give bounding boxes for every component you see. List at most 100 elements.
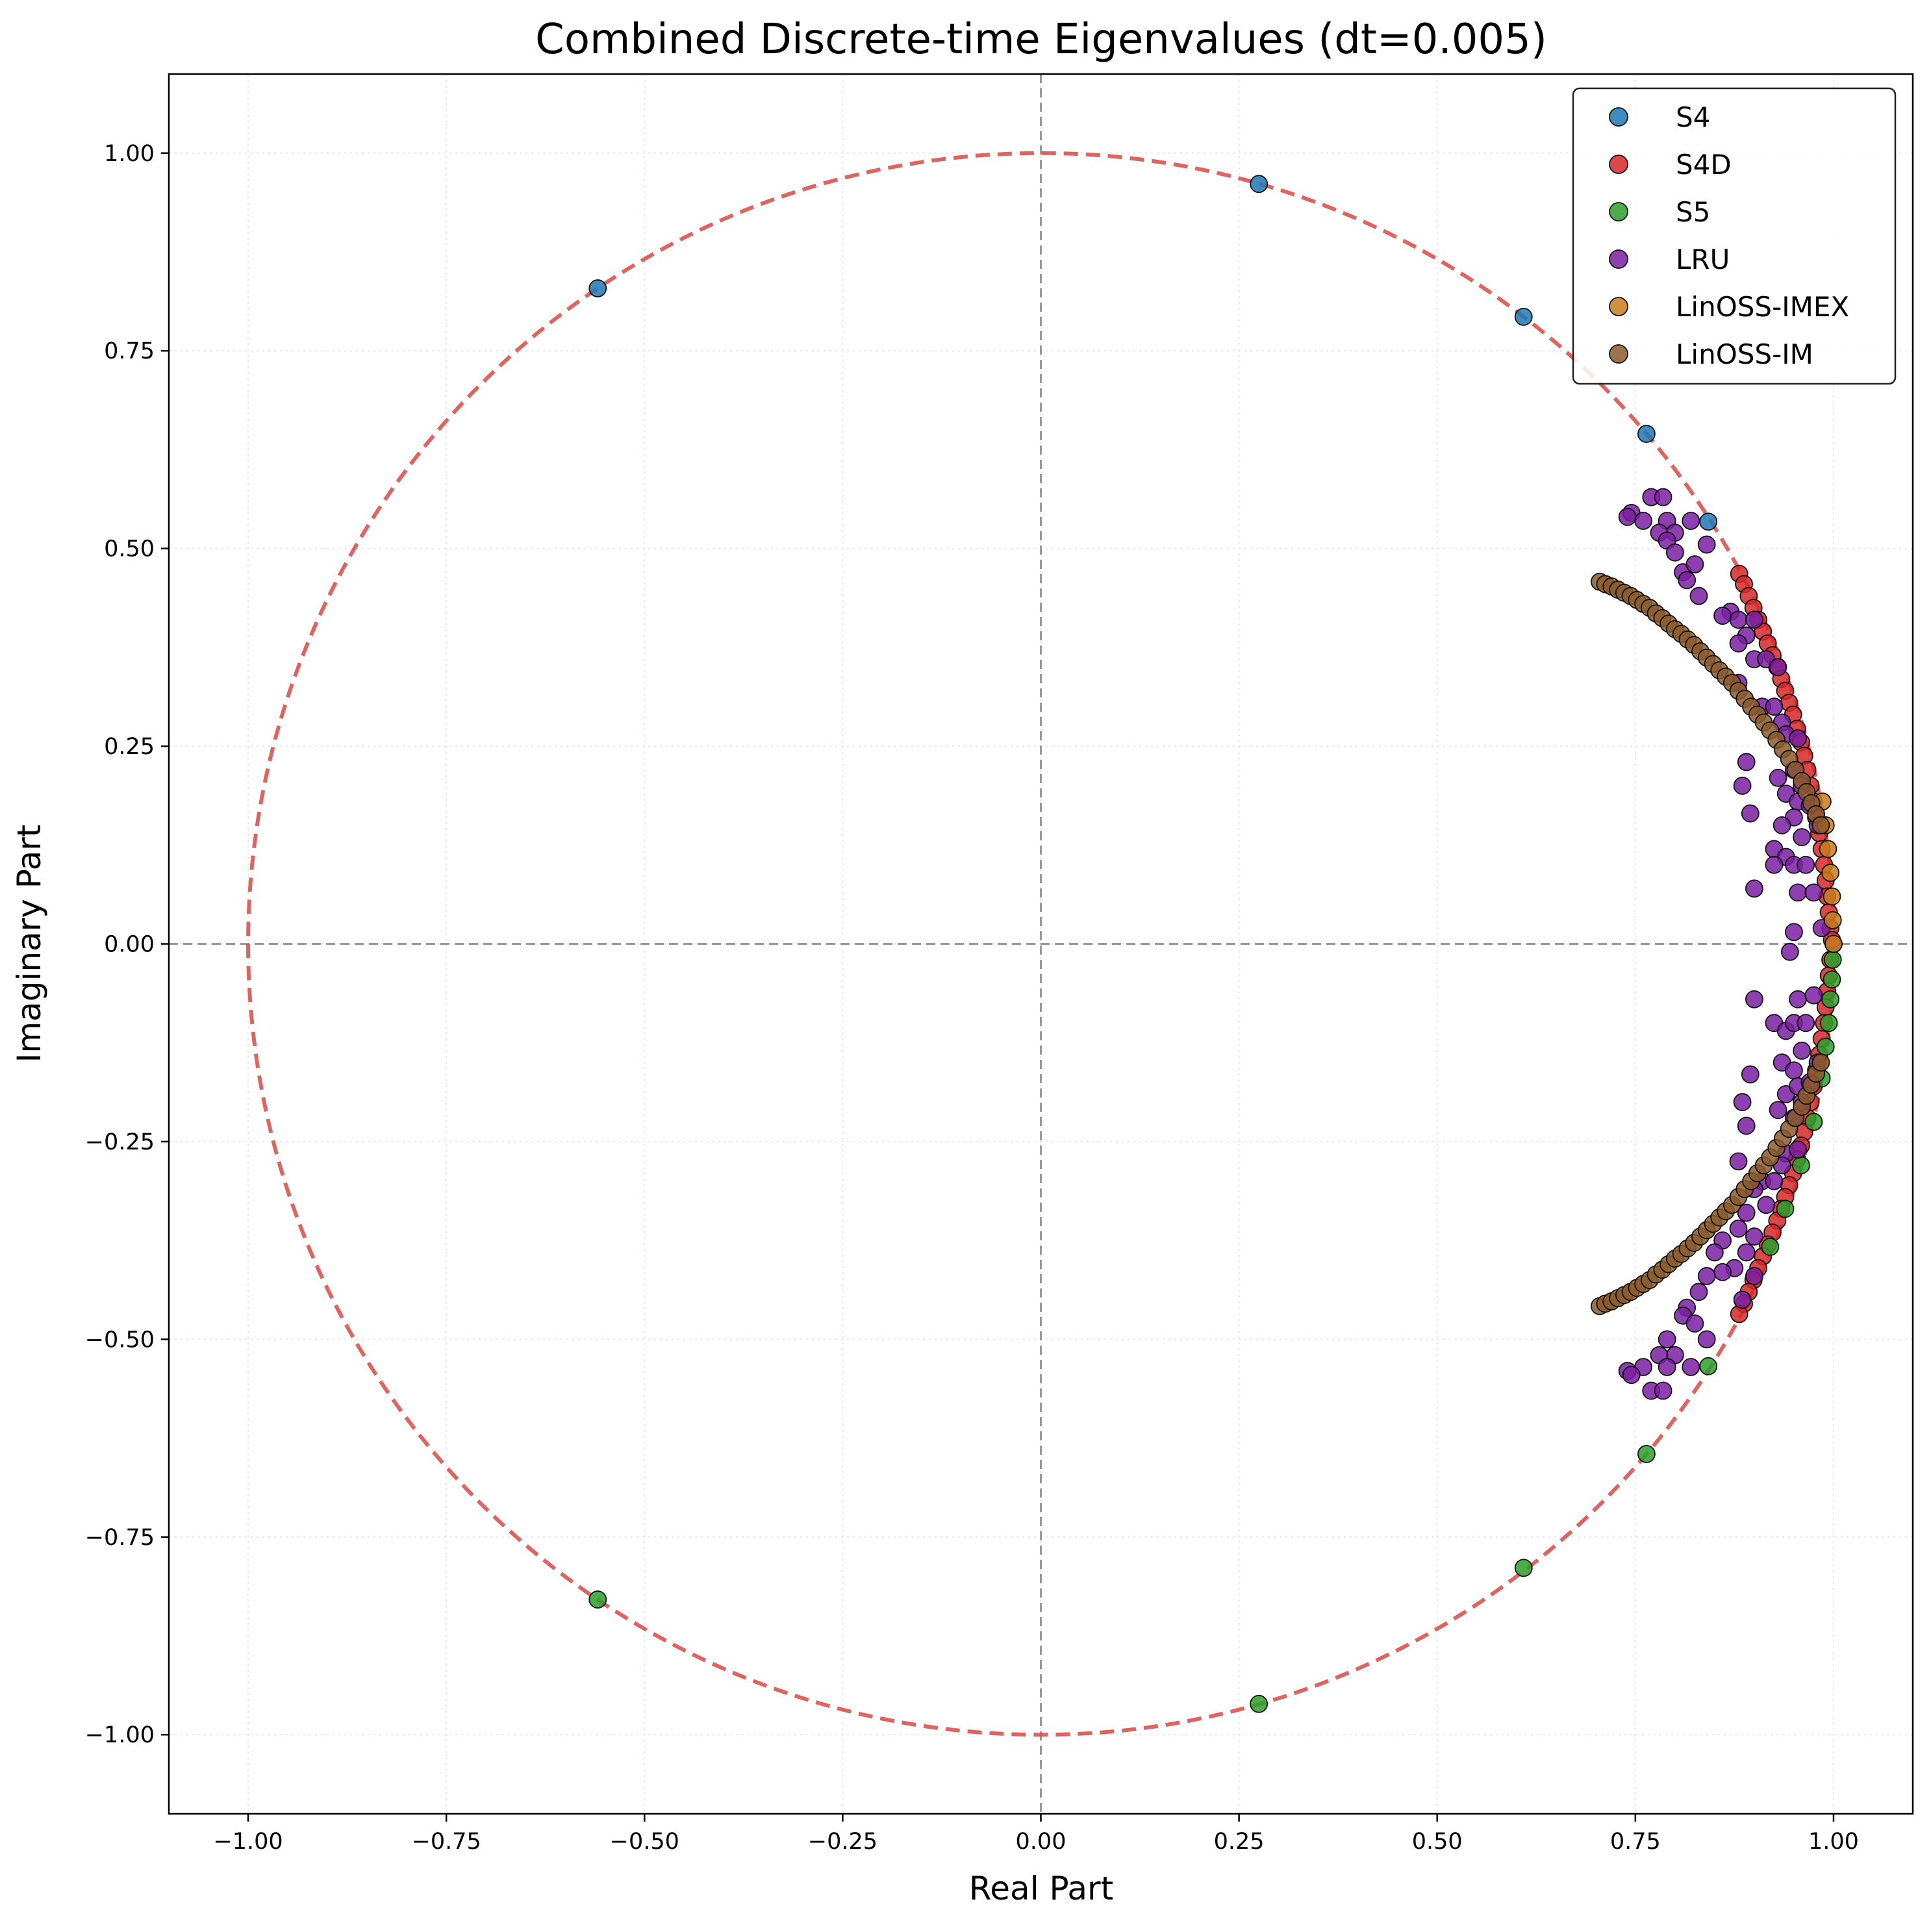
chart-title: Combined Discrete-time Eigenvalues (dt=0… <box>535 16 1547 64</box>
x-tick-label: 1.00 <box>1808 1829 1859 1855</box>
point-s5 <box>1514 1559 1533 1577</box>
point-linoss-im <box>1811 816 1830 834</box>
legend-marker-s4d <box>1609 155 1628 174</box>
point-lru <box>1745 879 1763 898</box>
point-lru <box>1729 1219 1748 1238</box>
y-tick-label: −1.00 <box>85 1722 155 1748</box>
point-s5 <box>1761 1237 1780 1256</box>
point-lru <box>1785 1061 1803 1080</box>
point-s5 <box>1637 1445 1656 1463</box>
point-lru <box>1697 1330 1716 1349</box>
point-lru <box>1654 1381 1672 1400</box>
point-lru <box>1757 1196 1776 1214</box>
point-lru <box>1665 543 1684 562</box>
y-tick-label: 0.00 <box>104 932 155 958</box>
point-lru <box>1745 990 1763 1009</box>
x-tick-label: −1.00 <box>213 1829 283 1855</box>
point-s5 <box>1816 1037 1835 1056</box>
x-tick-label: −0.25 <box>808 1829 877 1855</box>
point-lru <box>1765 855 1784 874</box>
point-linoss-imex <box>1823 887 1841 906</box>
x-tick-label: 0.25 <box>1214 1829 1265 1855</box>
point-lru <box>1689 1283 1708 1301</box>
legend-marker-lru <box>1609 249 1628 269</box>
legend-marker-linoss-im <box>1609 344 1628 364</box>
point-linoss-imex <box>1821 864 1839 882</box>
point-lru <box>1785 923 1803 942</box>
point-lru <box>1769 658 1787 677</box>
point-lru <box>1793 1041 1811 1060</box>
legend-marker-s5 <box>1609 202 1628 221</box>
point-s5 <box>1819 1014 1838 1033</box>
y-axis-label: Imaginary Part <box>10 825 48 1063</box>
legend-marker-linoss-imex <box>1609 297 1628 316</box>
legend-label-lru: LRU <box>1676 244 1730 275</box>
point-lru <box>1705 1243 1724 1262</box>
y-tick-label: 0.50 <box>104 536 155 562</box>
point-s4 <box>1250 175 1268 194</box>
point-lru <box>1713 1262 1732 1281</box>
point-s5 <box>1250 1694 1268 1713</box>
point-lru <box>1741 804 1760 823</box>
point-linoss-im <box>1811 1053 1830 1072</box>
point-lru <box>1682 512 1700 530</box>
point-lru <box>1622 1366 1641 1385</box>
point-lru <box>1729 634 1748 653</box>
point-s5 <box>1776 1199 1795 1218</box>
point-lru <box>1682 1358 1700 1376</box>
point-lru <box>1789 1140 1807 1159</box>
point-lru <box>1685 1314 1704 1333</box>
x-tick-label: −0.50 <box>610 1829 679 1855</box>
series-s4 <box>588 175 1843 953</box>
point-s4 <box>1514 307 1533 326</box>
point-lru <box>1737 1203 1756 1222</box>
x-tick-label: 0.00 <box>1016 1829 1066 1855</box>
point-linoss-imex <box>1823 911 1842 929</box>
point-lru <box>1697 1267 1716 1285</box>
y-tick-label: 0.25 <box>104 734 155 760</box>
y-tick-label: −0.25 <box>85 1129 155 1155</box>
point-s5 <box>1804 1112 1823 1131</box>
point-lru <box>1733 1093 1752 1111</box>
point-lru <box>1685 555 1704 573</box>
point-s5 <box>1821 990 1839 1009</box>
x-tick-label: −0.75 <box>412 1829 481 1855</box>
legend-label-s4d: S4D <box>1676 149 1732 181</box>
point-lru <box>1733 777 1752 795</box>
legend-label-linoss-im: LinOSS-IM <box>1676 338 1813 370</box>
legend-marker-s4 <box>1609 107 1628 127</box>
point-lru <box>1713 607 1732 625</box>
legend-items: S4 S4D S5 LRU LinOSS-IMEX LinOSS-IM <box>1609 101 1849 370</box>
point-lru <box>1729 1152 1748 1171</box>
point-lru <box>1745 1227 1763 1246</box>
point-lru <box>1804 883 1823 902</box>
data-points <box>588 175 1843 1713</box>
y-tick-label: 1.00 <box>104 141 155 167</box>
point-lru <box>1618 508 1637 526</box>
point-lru <box>1773 816 1791 834</box>
point-lru <box>1797 1014 1815 1033</box>
x-tick-label: 0.75 <box>1610 1829 1661 1855</box>
point-lru <box>1745 610 1763 629</box>
point-lru <box>1689 586 1708 605</box>
point-s5 <box>588 1590 607 1609</box>
point-lru <box>1634 512 1652 530</box>
point-lru <box>1797 855 1815 874</box>
x-axis-label: Real Part <box>969 1870 1113 1907</box>
point-lru <box>1654 488 1672 507</box>
series-s5 <box>588 950 1842 1713</box>
point-lru <box>1737 1243 1756 1262</box>
legend-label-s5: S5 <box>1676 196 1710 228</box>
point-lru <box>1789 883 1807 902</box>
point-s5 <box>1823 970 1841 989</box>
legend-label-s4: S4 <box>1676 101 1710 133</box>
legend-label-linoss-imex: LinOSS-IMEX <box>1676 291 1849 323</box>
point-lru <box>1737 753 1756 772</box>
point-lru <box>1745 1267 1763 1285</box>
point-lru <box>1789 990 1807 1009</box>
x-tick-label: 0.50 <box>1412 1829 1463 1855</box>
point-lru <box>1765 1172 1784 1190</box>
point-s5 <box>1823 950 1842 969</box>
